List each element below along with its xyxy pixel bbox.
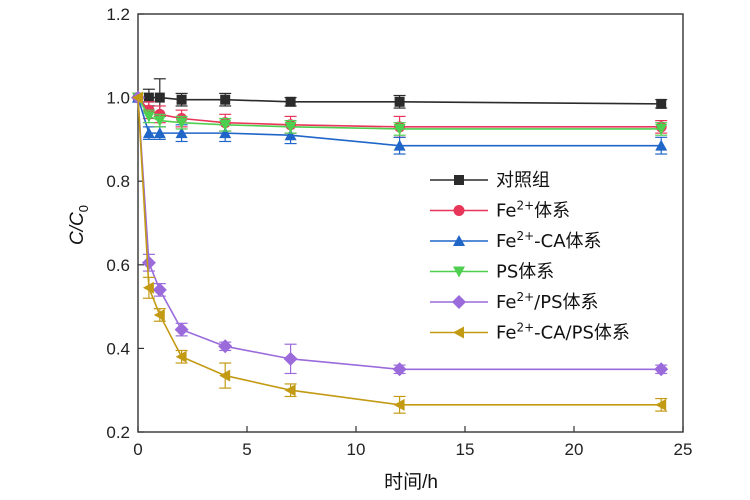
marker-triangle-down (284, 121, 297, 133)
series-4 (132, 92, 668, 136)
x-tick-label: 20 (565, 440, 584, 459)
marker-square (394, 96, 405, 107)
legend-item-2: Fe2+体系 (430, 199, 570, 222)
legend-item-1: 对照组 (430, 170, 550, 191)
legend-label: 对照组 (496, 170, 550, 191)
marker-circle (453, 205, 465, 216)
y-axis-title-main: C/C (67, 212, 88, 245)
marker-square (656, 98, 667, 109)
marker-diamond (218, 339, 233, 354)
marker-triangle-down (175, 117, 188, 129)
marker-diamond (174, 322, 189, 337)
legend-label-main: PS体系 (496, 262, 554, 283)
legend-label-main: Fe (496, 231, 516, 252)
legend-label-suffix: 体系 (534, 201, 570, 222)
marker-triangle-left (655, 398, 667, 411)
marker-diamond (141, 255, 156, 270)
marker-triangle-up (142, 127, 155, 139)
legend-label-main: Fe (496, 323, 516, 344)
marker-triangle-left (453, 326, 464, 339)
y-tick-label: 0.6 (106, 256, 130, 275)
marker-diamond (392, 362, 407, 377)
legend-label: Fe2+体系 (496, 199, 570, 222)
y-tick-label: 0.2 (106, 423, 130, 442)
marker-triangle-down (453, 266, 465, 278)
x-tick-label: 15 (456, 440, 475, 459)
series-6 (132, 91, 668, 414)
marker-triangle-left (153, 308, 165, 321)
y-axis: 0.2 0.4 0.6 0.8 1.0 1.2 (106, 5, 144, 442)
legend-item-6: Fe2+-CA/PS体系 (430, 321, 630, 344)
y-tick-label: 0.4 (106, 339, 130, 358)
legend-label-main: 对照组 (496, 170, 550, 191)
legend-item-3: Fe2+-CA体系 (430, 229, 602, 252)
marker-triangle-left (142, 281, 154, 294)
marker-square (454, 175, 464, 185)
marker-triangle-left (284, 384, 296, 397)
legend-label-superscript: 2+ (516, 199, 534, 213)
marker-square (176, 94, 187, 105)
marker-square (220, 94, 231, 105)
legend-label-main: Fe (496, 292, 516, 313)
y-tick-label: 0.8 (106, 172, 130, 191)
legend-item-4: PS体系 (430, 262, 554, 283)
y-tick-label: 1.0 (106, 89, 130, 108)
marker-triangle-up (219, 127, 232, 139)
x-tick-label: 5 (242, 440, 251, 459)
legend-label-main: Fe (496, 201, 516, 222)
legend: 对照组Fe2+体系Fe2+-CA体系PS体系Fe2+/PS体系Fe2+-CA/P… (430, 170, 630, 344)
marker-triangle-up (175, 127, 188, 139)
series-layer (131, 78, 669, 414)
marker-diamond (283, 351, 298, 366)
legend-label-suffix: -CA/PS体系 (534, 323, 630, 344)
series-1 (133, 78, 668, 118)
x-axis: 0 5 10 15 20 25 (133, 426, 692, 459)
marker-triangle-down (219, 119, 232, 131)
legend-label: Fe2+-CA体系 (496, 229, 602, 252)
marker-triangle-up (153, 127, 166, 139)
y-tick-label: 1.2 (106, 5, 130, 24)
legend-label-superscript: 2+ (516, 290, 534, 304)
series-5 (131, 90, 669, 377)
series-line (137, 97, 662, 406)
marker-triangle-down (393, 123, 406, 135)
plot-frame (137, 13, 684, 433)
marker-square (154, 92, 165, 103)
legend-label: Fe2+/PS体系 (496, 290, 599, 313)
legend-label: PS体系 (496, 262, 554, 283)
legend-label-superscript: 2+ (516, 321, 534, 335)
legend-item-5: Fe2+/PS体系 (430, 290, 599, 313)
marker-diamond (654, 362, 669, 377)
y-axis-title: C/C0 (67, 205, 91, 245)
marker-square (143, 92, 154, 103)
marker-triangle-up (453, 235, 465, 246)
marker-triangle-left (175, 350, 187, 363)
x-tick-label: 0 (133, 440, 142, 459)
x-axis-title: 时间/h (384, 471, 438, 493)
marker-triangle-left (393, 398, 405, 411)
y-axis-title-subscript: 0 (76, 205, 91, 212)
marker-triangle-up (655, 139, 668, 151)
legend-label-superscript: 2+ (516, 229, 534, 243)
legend-label: Fe2+-CA/PS体系 (496, 321, 630, 344)
marker-triangle-left (219, 369, 231, 382)
marker-diamond (452, 295, 466, 309)
marker-triangle-down (142, 111, 155, 123)
marker-triangle-up (284, 129, 297, 141)
marker-triangle-down (153, 115, 166, 127)
x-tick-label: 25 (674, 440, 693, 459)
legend-label-suffix: -CA体系 (534, 231, 601, 252)
marker-triangle-down (655, 123, 668, 135)
marker-diamond (152, 282, 167, 297)
marker-triangle-up (393, 139, 406, 151)
marker-triangle-left (132, 91, 143, 104)
legend-label-suffix: /PS体系 (534, 292, 598, 313)
plot-border (137, 13, 684, 433)
marker-square (285, 96, 296, 107)
x-tick-label: 10 (347, 440, 366, 459)
